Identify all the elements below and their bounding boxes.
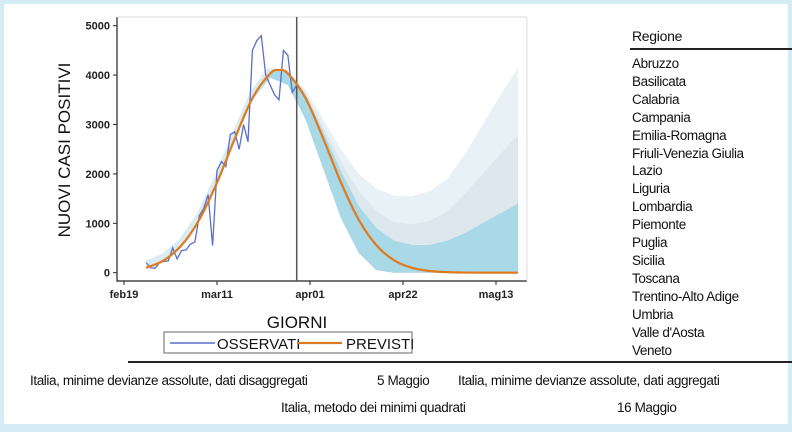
region-list-title: Regione (632, 28, 683, 44)
legend-predicted-label: PREVISTI (346, 336, 414, 353)
footer-disaggregated: Italia, minime devianze assolute, dati d… (30, 373, 308, 388)
region-item: Toscana (632, 270, 680, 286)
x-tick-label: apr01 (295, 289, 324, 301)
region-item: Lombardia (632, 199, 693, 215)
x-tick-label: apr22 (388, 289, 417, 301)
region-list: Abruzzo Basilicata Calabria Campania Emilia-… (632, 55, 744, 359)
legend-observed-label: OSSERVATI (217, 336, 300, 353)
region-item: Campania (632, 109, 691, 125)
region-item: Friuli-Venezia Giulia (632, 145, 744, 161)
observed-series-line (145, 34, 298, 269)
confidence-band-middle-upper (252, 70, 519, 273)
predicted-series-line (145, 68, 519, 274)
footer-divider (128, 361, 792, 363)
y-tick-label: 0 (104, 268, 110, 280)
region-item: Valle d'Aosta (632, 324, 705, 340)
y-tick-label: 5000 (86, 21, 110, 33)
region-item: Liguria (632, 181, 670, 197)
confidence-bands (144, 67, 519, 273)
region-item: Emilia-Romagna (632, 127, 727, 143)
region-item: Piemonte (632, 217, 686, 233)
region-item: Trentino-Alto Adige (632, 288, 739, 304)
region-item: Calabria (632, 91, 680, 107)
x-axis-label: GIORNI (267, 313, 327, 332)
region-item: Sicilia (632, 252, 665, 268)
confidence-band-inner-upper (252, 71, 519, 273)
y-tick-label: 3000 (86, 120, 110, 132)
region-item: Abruzzo (632, 56, 679, 71)
y-tick-label: 1000 (86, 218, 110, 230)
axis-lines (116, 17, 527, 282)
region-item: Lazio (632, 163, 663, 179)
x-tick-label: mar11 (201, 289, 233, 301)
y-axis-label: NUOVI CASI POSITIVI (55, 63, 74, 238)
region-item: Puglia (632, 235, 668, 251)
region-title-divider (630, 48, 792, 50)
region-item: Veneto (632, 342, 672, 358)
y-tick-label: 2000 (86, 169, 110, 181)
legend: OSSERVATI PREVISTI (163, 331, 414, 354)
footer-least-squares: Italia, metodo dei minimi quadrati (281, 400, 466, 415)
footer-disaggregated-date: 5 Maggio (377, 373, 430, 388)
region-item: Umbria (632, 306, 674, 322)
y-tick-label: 4000 (86, 70, 110, 82)
footer-aggregated: Italia, minime devianze assolute, dati a… (458, 373, 720, 388)
footer-least-squares-date: 16 Maggio (617, 400, 677, 415)
region-item: Basilicata (632, 73, 686, 89)
axes (116, 16, 528, 282)
x-tick-label: mag13 (479, 289, 514, 301)
x-tick-label: feb19 (110, 289, 139, 301)
